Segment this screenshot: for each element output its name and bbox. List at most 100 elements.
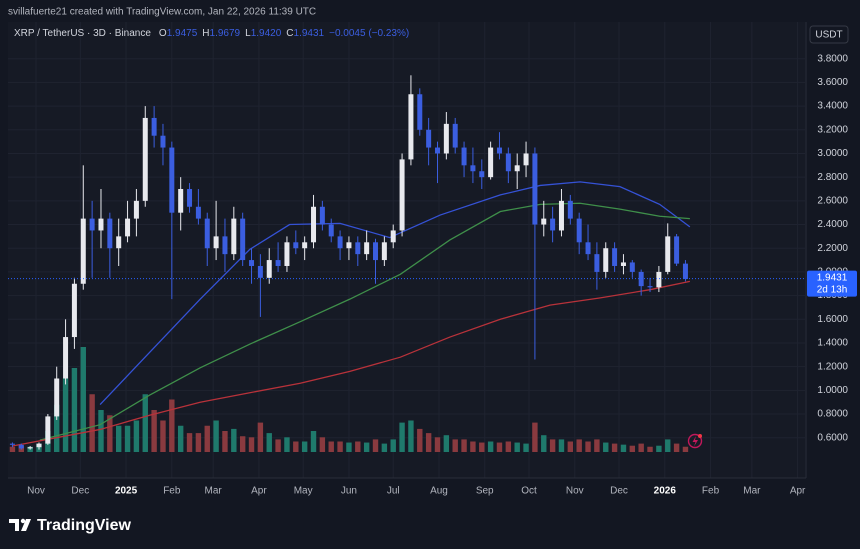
legend-item: −0.0045 (−0.23%) bbox=[329, 28, 409, 39]
candle-body bbox=[18, 444, 24, 449]
x-tick-label: Nov bbox=[566, 486, 584, 497]
candle-body bbox=[373, 242, 379, 261]
countdown-label: 2d 13h bbox=[817, 284, 848, 295]
candle-body bbox=[319, 206, 325, 225]
volume-bar bbox=[98, 410, 104, 452]
candle-body bbox=[550, 218, 556, 231]
y-tick-label: 3.0000 bbox=[817, 148, 848, 159]
volume-bar bbox=[319, 437, 326, 452]
candle-body bbox=[434, 147, 440, 154]
candle-body bbox=[620, 262, 626, 266]
volume-bar bbox=[115, 425, 122, 452]
candle-body bbox=[523, 153, 529, 166]
candle-body bbox=[231, 218, 237, 255]
alert-icon[interactable] bbox=[687, 433, 703, 449]
volume-bar bbox=[452, 439, 458, 452]
volume-bar bbox=[381, 443, 388, 452]
moving-average bbox=[39, 202, 690, 441]
legend-item: C bbox=[286, 28, 293, 39]
candle-body bbox=[257, 265, 263, 278]
volume-bar bbox=[328, 441, 334, 452]
alert-dot bbox=[698, 434, 702, 438]
volume-bar bbox=[346, 442, 352, 452]
candle-body bbox=[107, 218, 113, 249]
x-tick-label: Sep bbox=[476, 486, 494, 497]
x-tick-label: Dec bbox=[610, 486, 628, 497]
last-price-box bbox=[807, 270, 857, 297]
candle-body bbox=[674, 236, 680, 264]
grid bbox=[8, 22, 805, 478]
volume-bar bbox=[275, 439, 281, 452]
candle-body bbox=[532, 153, 538, 225]
y-tick-label: 3.4000 bbox=[817, 101, 848, 112]
volume-bar bbox=[425, 433, 432, 452]
volume-bar bbox=[567, 441, 574, 452]
candle-body bbox=[426, 129, 432, 148]
candle-body bbox=[116, 236, 122, 249]
candle-body bbox=[160, 135, 166, 148]
volume-bar bbox=[133, 420, 140, 452]
candle-body bbox=[63, 337, 69, 379]
candle-body bbox=[585, 242, 591, 255]
candle-body bbox=[665, 236, 671, 272]
volume-bar bbox=[89, 394, 95, 452]
legend-item: H bbox=[202, 28, 209, 39]
y-tick-label: 2.6000 bbox=[817, 195, 848, 206]
volume-bar bbox=[372, 439, 379, 452]
y-tick-label: 0.8000 bbox=[817, 409, 848, 420]
x-tick-label: Feb bbox=[702, 486, 720, 497]
x-tick-label: Apr bbox=[251, 486, 267, 497]
legend-item: O bbox=[159, 28, 167, 39]
volume-bar bbox=[620, 444, 627, 452]
y-tick-label: 0.6000 bbox=[817, 432, 848, 443]
volume-bar bbox=[54, 404, 60, 452]
candle-body bbox=[222, 236, 228, 255]
y-tick-label: 2.2000 bbox=[817, 243, 848, 254]
candle-body bbox=[328, 224, 334, 237]
volume-bar bbox=[541, 435, 547, 452]
volume-bar bbox=[611, 443, 618, 452]
volume-bar bbox=[151, 410, 157, 452]
volume-bar bbox=[496, 442, 503, 452]
candle-body bbox=[461, 147, 467, 166]
volume-bar bbox=[629, 445, 636, 452]
volume-bar bbox=[124, 425, 131, 452]
volume-bar bbox=[355, 441, 361, 452]
candle-body bbox=[470, 165, 476, 172]
x-tick-label: Mar bbox=[205, 486, 223, 497]
legend-item: 1.9431 bbox=[294, 28, 325, 39]
candle-body bbox=[612, 248, 618, 266]
volume-bar bbox=[417, 428, 423, 452]
volume-bar bbox=[301, 441, 308, 452]
candle-body bbox=[80, 218, 86, 284]
candle-body bbox=[408, 94, 414, 160]
legend-item: 1.9679 bbox=[210, 28, 241, 39]
y-tick-label: 3.8000 bbox=[817, 53, 848, 64]
candle-body bbox=[54, 378, 60, 417]
volume-bar bbox=[673, 443, 680, 452]
volume-bar bbox=[523, 443, 529, 452]
legend: XRP / TetherUS · 3D · Binance O1.9475 H1.9… bbox=[14, 28, 409, 39]
moving-average bbox=[12, 280, 691, 447]
candle-body bbox=[496, 147, 502, 154]
candle-body bbox=[417, 94, 423, 130]
volume-bar bbox=[310, 431, 317, 452]
volume-bar bbox=[80, 347, 86, 452]
volume-bar bbox=[239, 436, 246, 452]
volume-bar bbox=[665, 439, 671, 452]
candle-body bbox=[142, 117, 148, 201]
candle-body bbox=[364, 242, 370, 255]
volume-bar bbox=[656, 445, 662, 452]
x-tick-label: 2026 bbox=[654, 486, 677, 497]
candle-body bbox=[346, 242, 352, 249]
volume-bar bbox=[9, 446, 16, 452]
volume-bar bbox=[142, 394, 148, 452]
legend-item: 1.9475 bbox=[167, 28, 198, 39]
volume-bar bbox=[204, 425, 210, 452]
candle-body bbox=[27, 447, 33, 449]
candle-body bbox=[505, 153, 511, 172]
legend-item: 1.9420 bbox=[251, 28, 282, 39]
volume-bar bbox=[638, 443, 644, 452]
currency-box[interactable] bbox=[809, 25, 849, 44]
